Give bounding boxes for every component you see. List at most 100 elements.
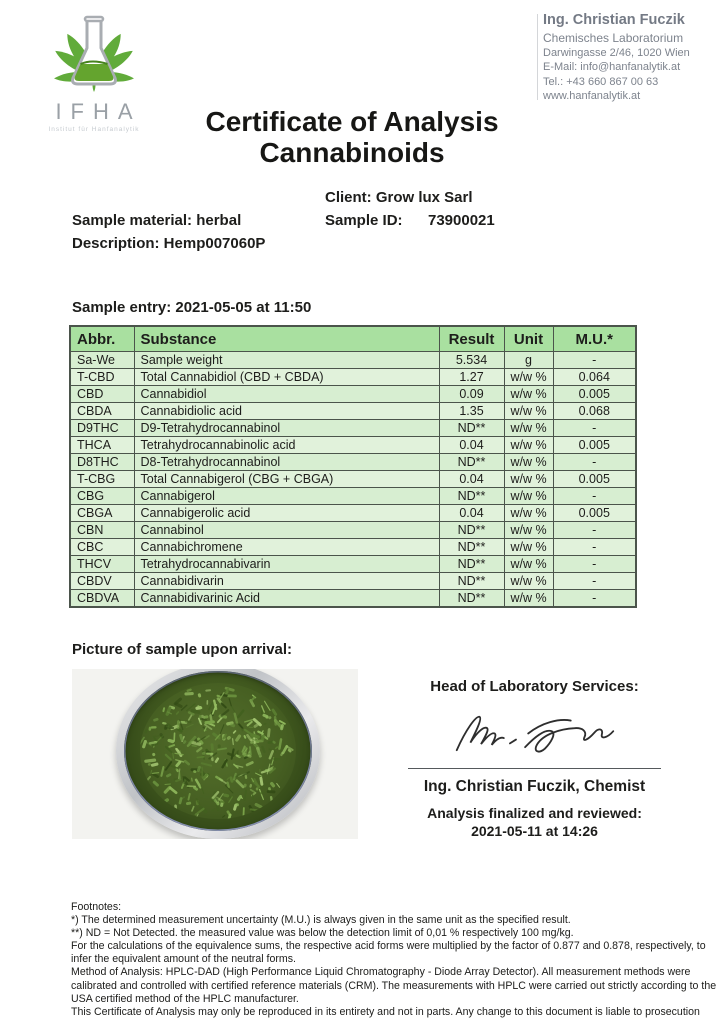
table-cell: D9THC [69,419,135,437]
table-cell: w/w % [503,521,554,539]
contact-name: Ing. Christian Fuczik [543,12,685,28]
sample-material-line: Sample material: herbal [72,212,242,229]
contact-line: Darwingasse 2/46, 1020 Wien [543,46,690,59]
signature-heading: Head of Laboratory Services: [430,678,639,695]
table-cell: Total Cannabigerol (CBG + CBGA) [133,470,440,488]
table-cell: Total Cannabidiol (CBD + CBDA) [133,368,440,386]
table-cell: Tetrahydrocannabivarin [133,555,440,573]
table-row: CBGA Cannabigerolic acid 0.04 w/w % 0.005 [69,504,637,522]
table-cell: w/w % [503,453,554,471]
client-line: Client: Grow lux Sarl [325,189,473,206]
table-cell: 0.005 [552,504,637,522]
signature-line [408,768,661,769]
table-row: THCV Tetrahydrocannabivarin ND** w/w % - [69,555,637,573]
table-row: D9THC D9-Tetrahydrocannabinol ND** w/w % - [69,419,637,437]
footnote-line: Method of Analysis: HPLC-DAD (High Perfo… [71,966,717,1005]
table-cell: 0.005 [552,470,637,488]
table-cell: - [552,589,637,608]
table-cell: - [552,555,637,573]
table-cell: ND** [438,487,505,505]
signatory-name: Ing. Christian Fuczik, Chemist [423,778,646,795]
table-row: CBD Cannabidiol 0.09 w/w % 0.005 [69,385,637,403]
lab-logo: IFHA Institut für Hanfanalytik [34,12,154,133]
contact-line: www.hanfanalytik.at [543,90,641,102]
table-cell: Cannabichromene [133,538,440,556]
sample-id-value: 73900021 [428,212,495,229]
footnote-line: This Certificate of Analysis may only be… [71,1005,700,1018]
table-row: CBN Cannabinol ND** w/w % - [69,521,637,539]
table-cell: 0.005 [552,385,637,403]
table-cell: w/w % [503,572,554,590]
finalized-date: 2021-05-11 at 14:26 [471,823,598,839]
sample-id-label: Sample ID: [325,212,403,229]
table-cell: w/w % [503,402,554,420]
table-cell: w/w % [503,487,554,505]
table-cell: ND** [438,572,505,590]
table-cell: Sample weight [133,351,440,369]
table-row: D8THC D8-Tetrahydrocannabinol ND** w/w % - [69,453,637,471]
table-cell: 0.005 [552,436,637,454]
header-divider [537,14,538,100]
table-cell: CBDV [69,572,135,590]
table-row: CBG Cannabigerol ND** w/w % - [69,487,637,505]
table-cell: - [552,538,637,556]
table-cell: CBN [69,521,135,539]
table-cell: w/w % [503,419,554,437]
table-cell: Sa-We [69,351,135,369]
table-cell: ND** [438,521,505,539]
table-cell: - [552,572,637,590]
table-cell: Tetrahydrocannabinolic acid [133,436,440,454]
table-row: THCA Tetrahydrocannabinolic acid 0.04 w/w %… [69,436,637,454]
table-cell: CBD [69,385,135,403]
page-title: Certificate of Analysis Cannabinoids [176,106,528,168]
footnote-line: For the calculations of the equivalence … [71,940,706,966]
table-cell: THCV [69,555,135,573]
table-row: T-CBD Total Cannabidiol (CBD + CBDA) 1.27 w… [69,368,637,386]
cannabis-flask-logo-icon [54,15,134,92]
picture-label: Picture of sample upon arrival: [72,641,293,658]
signature-icon [455,715,615,753]
table-cell: ND** [438,538,505,556]
table-cell: w/w % [503,385,554,403]
table-cell: w/w % [503,504,554,522]
table-header-row: Abbr. Substance Result Unit M.U.* [69,325,637,352]
table-cell: Cannabidivarinic Acid [133,589,440,608]
contact-line: Tel.: +43 660 867 00 63 [543,75,659,88]
table-cell: w/w % [503,555,554,573]
table-cell: g [503,351,554,369]
table-cell: CBGA [69,504,135,522]
col-header-mu: M.U.* [552,325,637,352]
table-cell: Cannabidiol [133,385,440,403]
table-cell: 1.27 [438,368,505,386]
table-cell: 0.04 [438,436,505,454]
table-row: T-CBG Total Cannabigerol (CBG + CBGA) 0.04… [69,470,637,488]
title-line1: Certificate of Analysis [205,106,499,137]
table-cell: 0.064 [552,368,637,386]
table-cell: Cannabidiolic acid [133,402,440,420]
table-cell: CBDVA [69,589,135,608]
table-cell: D8THC [69,453,135,471]
table-cell: T-CBD [69,368,135,386]
table-cell: 0.068 [552,402,637,420]
table-cell: 5.534 [438,351,505,369]
table-cell: D9-Tetrahydrocannabinol [133,419,440,437]
table-row: CBDA Cannabidiolic acid 1.35 w/w % 0.068 [69,402,637,420]
footnote-line: **) ND = Not Detected. the measured valu… [71,927,574,940]
col-header-substance: Substance [133,325,440,352]
table-cell: w/w % [503,436,554,454]
contact-line: Chemisches Laboratorium [543,31,684,45]
sample-entry-line: Sample entry: 2021-05-05 at 11:50 [72,299,312,316]
table-cell: ND** [438,589,505,608]
table-row: Sa-We Sample weight 5.534 g - [69,351,637,369]
footnote-line: Footnotes: [71,901,122,913]
table-cell: D8-Tetrahydrocannabinol [133,453,440,471]
contact-line: E-Mail: info@hanfanalytik.at [543,61,681,73]
table-cell: CBDA [69,402,135,420]
col-header-abbr: Abbr. [69,325,135,352]
col-header-result: Result [438,325,505,352]
table-cell: w/w % [503,538,554,556]
footnote-line: *) The determined measurement uncertaint… [71,914,571,927]
title-line2: Cannabinoids [259,137,445,168]
lab-contact-block: Ing. Christian Fuczik Chemisches Laborat… [543,12,690,104]
